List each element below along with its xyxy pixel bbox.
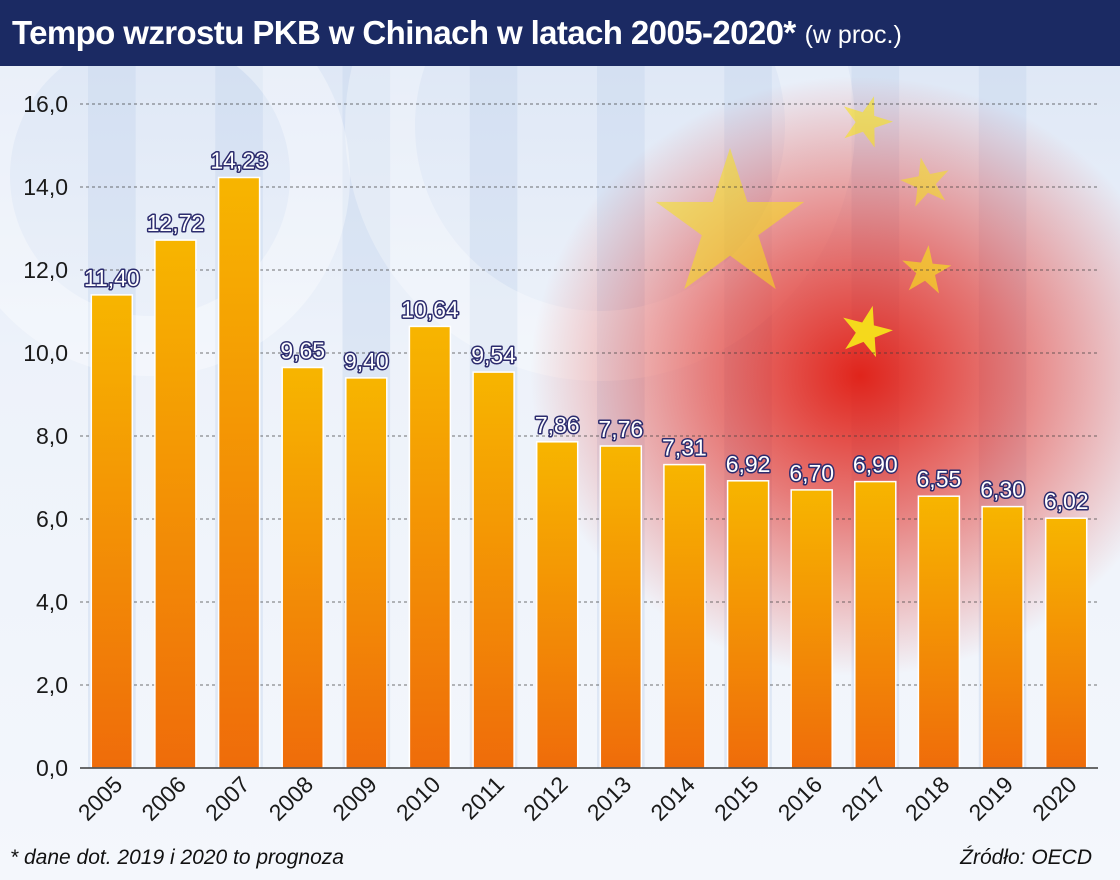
- data-label: 14,23: [210, 148, 268, 174]
- bar: [90, 294, 134, 769]
- data-label: 6,02: [1044, 488, 1089, 514]
- x-tick-label: 2014: [645, 771, 700, 826]
- x-tick-label: 2013: [582, 771, 637, 826]
- y-tick-label: 2,0: [36, 672, 68, 698]
- bar: [599, 445, 643, 769]
- x-tick-label: 2016: [773, 771, 828, 826]
- footnote: * dane dot. 2019 i 2020 to prognoza: [10, 846, 344, 869]
- title-bar: Tempo wzrostu PKB w Chinach w latach 200…: [0, 0, 1120, 66]
- bar: [917, 495, 961, 769]
- x-tick-label: 2006: [136, 771, 191, 826]
- flag-star-icon: [843, 305, 893, 358]
- bar: [790, 489, 833, 769]
- data-label: 6,70: [789, 460, 834, 486]
- flag-star-icon: [902, 245, 952, 294]
- x-tick-label: 2020: [1027, 771, 1082, 826]
- bar: [726, 480, 770, 769]
- data-label: 7,86: [535, 412, 580, 438]
- x-tick-label: 2015: [709, 771, 764, 826]
- y-tick-label: 4,0: [36, 589, 68, 615]
- y-tick-label: 16,0: [23, 91, 68, 117]
- data-label: 12,72: [147, 210, 205, 236]
- source-note: Źródło: OECD: [960, 846, 1092, 869]
- flag-star-icon: [900, 157, 949, 207]
- data-label: 9,65: [280, 338, 325, 364]
- bar: [663, 463, 706, 769]
- x-tick-label: 2018: [900, 771, 955, 826]
- data-label: 6,30: [980, 477, 1025, 503]
- chart-area: 0,0 2,0 4,0 6,0 8,0 10,0 12,0 14,0 16,0 11,40 2005…: [0, 66, 1120, 880]
- x-tick-label: 2011: [456, 771, 509, 824]
- x-tick-label: 2010: [391, 771, 446, 826]
- data-label: 11,40: [84, 265, 140, 291]
- flag-star-icon: [843, 96, 893, 148]
- y-tick-label: 10,0: [23, 340, 68, 366]
- bar: [154, 239, 197, 769]
- x-tick-label: 2009: [327, 771, 382, 826]
- x-tick-label: 2012: [518, 771, 573, 826]
- bar: [854, 480, 897, 769]
- data-label: 9,54: [471, 342, 516, 368]
- data-label: 7,76: [598, 416, 643, 442]
- x-tick-label: 2019: [964, 771, 1019, 826]
- chart-title: Tempo wzrostu PKB w Chinach w latach 200…: [12, 14, 796, 51]
- bar: [535, 441, 579, 769]
- bar: [981, 505, 1024, 769]
- y-tick-label: 6,0: [36, 506, 68, 532]
- bar-chart: 0,0 2,0 4,0 6,0 8,0 10,0 12,0 14,0 16,0 11,40 2005…: [0, 66, 1120, 826]
- data-label: 7,31: [662, 435, 707, 461]
- x-tick-label: 2017: [836, 771, 891, 826]
- bar: [345, 377, 388, 769]
- x-tick-label: 2005: [73, 771, 128, 826]
- y-tick-label: 8,0: [36, 423, 68, 449]
- flag-star-icon: [655, 148, 805, 290]
- y-tick-label: 14,0: [23, 174, 68, 200]
- bar: [1044, 517, 1088, 769]
- data-label: 9,40: [344, 348, 389, 374]
- y-tick-label: 0,0: [36, 755, 68, 781]
- data-label: 6,90: [853, 452, 898, 478]
- bar: [281, 366, 324, 769]
- data-label: 6,92: [726, 451, 771, 477]
- chart-unit: (w proc.): [804, 20, 902, 49]
- bar: [217, 176, 261, 769]
- data-label: 6,55: [917, 466, 962, 492]
- x-tick-label: 2007: [200, 771, 255, 826]
- bar: [408, 325, 452, 769]
- watermark-circle: [0, 66, 350, 376]
- y-tick-label: 12,0: [23, 257, 68, 283]
- bar: [472, 371, 515, 769]
- x-tick-label: 2008: [264, 771, 319, 826]
- data-label: 10,64: [401, 296, 459, 322]
